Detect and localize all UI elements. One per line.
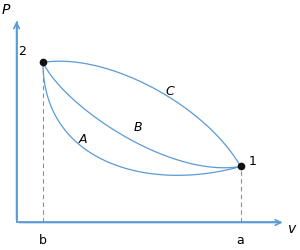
Text: b: b [39,234,47,246]
Text: 1: 1 [248,155,256,168]
Text: 2: 2 [18,45,26,58]
Text: C: C [165,85,174,98]
Text: B: B [134,121,142,134]
Text: v: v [288,222,296,235]
Text: P: P [2,3,10,17]
Text: a: a [237,234,244,246]
Text: A: A [78,133,87,146]
